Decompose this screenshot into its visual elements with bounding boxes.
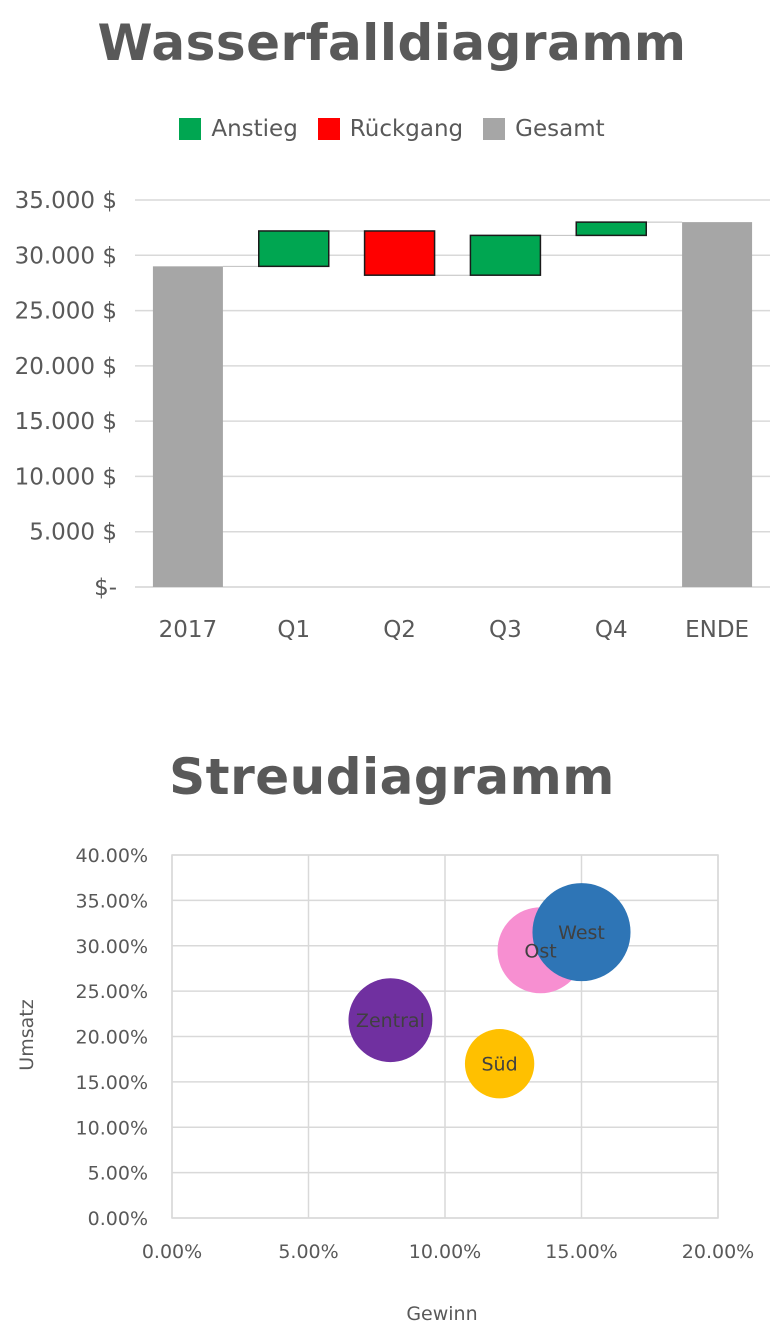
scatter-y-tick-label: 30.00% (76, 936, 148, 958)
scatter-y-axis-title: Umsatz (16, 999, 38, 1070)
legend-item-gesamt: Gesamt (483, 116, 605, 142)
scatter-y-tick-label: 5.00% (88, 1163, 148, 1185)
bubble-label-ost: Ost (524, 940, 556, 962)
legend-label-gesamt: Gesamt (515, 116, 605, 142)
bar-q3 (469, 234, 542, 276)
x-tick-label-ende: ENDE (685, 617, 749, 643)
bubble-label-west: West (558, 922, 605, 944)
scatter-x-axis-title: Gewinn (406, 1303, 477, 1325)
scatter-y-tick-label: 35.00% (76, 890, 148, 912)
legend-swatch-rueckgang (317, 118, 340, 140)
scatter-x-tick-label: 10.00% (409, 1241, 481, 1263)
scatter-title: Streudiagramm (169, 748, 615, 806)
scatter-x-tick-label: 20.00% (682, 1241, 754, 1263)
y-tick-label: 25.000 $ (15, 299, 117, 325)
legend-swatch-gesamt (483, 118, 506, 140)
legend-swatch-anstieg (179, 118, 202, 140)
bubble-zentral (348, 978, 433, 1063)
waterfall-title: Wasserfalldiagramm (97, 14, 687, 72)
y-tick-label: 20.000 $ (15, 354, 117, 380)
bar-q4 (575, 221, 647, 237)
waterfall-chart: $- 5.000 $ 10.000 $ 15.000 $ 20.000 $ 25.000 … (15, 188, 770, 643)
x-tick-label-q2: Q2 (383, 617, 416, 643)
scatter-y-tick-label: 15.00% (76, 1072, 148, 1094)
x-tick-label-q3: Q3 (489, 617, 522, 643)
scatter-x-tick-label: 15.00% (545, 1241, 617, 1263)
y-tick-label: $- (94, 575, 117, 601)
bubble-s-d (464, 1029, 535, 1099)
scatter-y-tick-label: 25.00% (76, 981, 148, 1003)
scatter-x-tick-label: 0.00% (142, 1241, 202, 1263)
x-tick-label-q1: Q1 (277, 617, 310, 643)
bubble-label-s-d: Süd (482, 1054, 518, 1076)
scatter-y-tick-label: 40.00% (76, 845, 148, 867)
scatter-y-tick-label: 20.00% (76, 1027, 148, 1049)
waterfall-legend: Anstieg Rückgang Gesamt (0, 116, 784, 142)
bar-2017 (152, 266, 223, 587)
bar-q1 (258, 230, 330, 268)
legend-item-rueckgang: Rückgang (317, 116, 464, 142)
scatter-y-tick-label: 0.00% (88, 1208, 148, 1230)
legend-item-anstieg: Anstieg (179, 116, 298, 142)
bubble-label-zentral: Zentral (356, 1010, 425, 1032)
bar-ende (682, 222, 753, 587)
scatter-y-tick-label: 10.00% (76, 1117, 148, 1139)
y-tick-label: 5.000 $ (29, 520, 117, 546)
x-tick-label-2017: 2017 (159, 617, 218, 643)
y-tick-label: 35.000 $ (15, 188, 117, 214)
y-tick-label: 15.000 $ (15, 409, 117, 435)
legend-label-anstieg: Anstieg (211, 116, 298, 142)
bubble-west (532, 883, 631, 982)
legend-label-rueckgang: Rückgang (349, 116, 464, 142)
y-tick-label: 30.000 $ (15, 243, 117, 269)
x-tick-label-q4: Q4 (595, 617, 628, 643)
scatter-x-tick-label: 5.00% (278, 1241, 338, 1263)
y-tick-label: 10.000 $ (15, 464, 117, 490)
bar-q2 (363, 230, 436, 276)
